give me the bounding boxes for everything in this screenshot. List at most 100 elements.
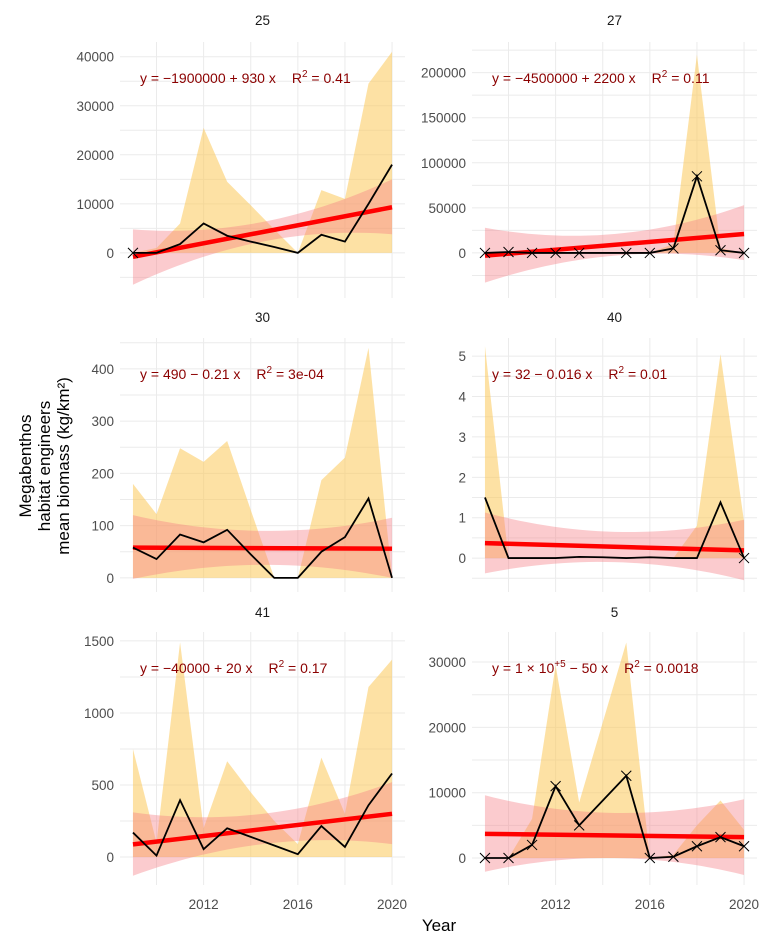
y-tick-label: 0 xyxy=(458,246,466,261)
y-tick-label: 300 xyxy=(91,414,114,429)
r2-value: = 0.0018 xyxy=(640,660,699,676)
y-axis-title-line-1: Megabenthos xyxy=(16,414,35,517)
equation-text: y = −1900000 + 930 x xyxy=(140,70,276,86)
x-tick-label: 2020 xyxy=(729,897,759,912)
data-point-marker xyxy=(691,170,703,182)
data-point-marker xyxy=(620,770,632,782)
y-tick-label: 40000 xyxy=(76,50,114,65)
y-tick-label: 0 xyxy=(106,850,114,865)
panel-title: 40 xyxy=(607,310,622,325)
equation-exponent: +5 xyxy=(554,659,566,670)
data-point-marker xyxy=(479,852,491,864)
r2-label: R xyxy=(256,366,266,382)
y-axis-title-line-3: mean biomass (kg/km²) xyxy=(54,377,73,555)
r2-value: = 3e-04 xyxy=(272,366,324,382)
sd-ribbon xyxy=(132,51,393,253)
data-point-marker xyxy=(738,840,750,852)
y-tick-label: 4 xyxy=(458,390,466,405)
sd-ribbon xyxy=(484,346,745,559)
r2-value: = 0.41 xyxy=(308,70,351,86)
data-point-marker xyxy=(668,243,679,254)
y-tick-label: 200000 xyxy=(421,66,466,81)
r2-label: R xyxy=(624,660,634,676)
y-tick-label: 20000 xyxy=(76,148,114,163)
mean-line xyxy=(484,497,745,559)
y-tick-label: 30000 xyxy=(428,655,466,670)
y-tick-label: 200 xyxy=(91,466,114,481)
r2-superscript: 2 xyxy=(634,659,640,670)
data-point-marker xyxy=(715,244,726,256)
y-tick-label: 30000 xyxy=(76,99,114,114)
x-tick-label: 2016 xyxy=(283,897,313,912)
y-tick-label: 10000 xyxy=(428,786,466,801)
sd-ribbon xyxy=(484,54,745,253)
x-tick-label: 2012 xyxy=(541,897,571,912)
y-tick-label: 2 xyxy=(458,470,466,485)
fit-line xyxy=(132,811,393,847)
panel-title: 27 xyxy=(607,13,622,28)
regression-equation: y = 490 − 0.21 x R2 = 3e-04 xyxy=(140,365,324,382)
regression-equation: y = 1 × 10+5 − 50 x R2 = 0.0018 xyxy=(492,659,699,676)
equation-text: y = −40000 + 20 x xyxy=(140,660,252,676)
y-tick-label: 0 xyxy=(106,246,114,261)
data-point-marker xyxy=(738,247,750,259)
sd-ribbon xyxy=(132,347,393,578)
y-tick-label: 0 xyxy=(458,851,466,866)
panel-title: 25 xyxy=(255,13,270,28)
y-tick-label: 100000 xyxy=(421,156,466,171)
data-point-marker xyxy=(691,840,703,852)
y-tick-label: 5 xyxy=(458,349,466,364)
data-point-marker xyxy=(738,552,750,564)
panel-27: 27 0 50000 100000 150000 200000 y = −4500000 +… xyxy=(421,13,757,298)
r2-superscript: 2 xyxy=(267,365,273,376)
data-point-marker xyxy=(526,247,538,259)
y-tick-label: 20000 xyxy=(428,720,466,735)
regression-equation: y = −4500000 + 2200 x R2 = 0.11 xyxy=(492,69,710,86)
equation-text: y = 32 − 0.016 x xyxy=(492,366,592,382)
y-tick-label: 0 xyxy=(458,551,466,566)
data-point-marker xyxy=(526,839,538,851)
fit-line xyxy=(132,205,393,260)
data-point-marker xyxy=(644,247,656,259)
r2-superscript: 2 xyxy=(662,69,668,80)
r2-value: = 0.17 xyxy=(284,660,327,676)
panel-41: 41 0 500 1000 1500 2012 2016 2020 y = −40000 + 2… xyxy=(84,605,407,912)
x-tick-label: 2012 xyxy=(189,897,219,912)
regression-equation: y = −1900000 + 930 x R2 = 0.41 xyxy=(140,69,351,86)
panel-title: 41 xyxy=(255,605,270,620)
data-point-marker xyxy=(715,831,726,843)
data-point-marker xyxy=(620,247,632,259)
regression-equation: y = 32 − 0.016 x R2 = 0.01 xyxy=(492,365,668,382)
y-tick-label: 150000 xyxy=(421,111,466,126)
r2-superscript: 2 xyxy=(279,659,285,670)
sd-ribbon xyxy=(132,642,393,858)
fit-line xyxy=(484,831,745,840)
equation-text: − 50 x xyxy=(566,660,608,676)
data-point-marker xyxy=(503,246,514,258)
r2-superscript: 2 xyxy=(619,365,625,376)
data-point-marker xyxy=(573,247,585,259)
y-axis-title: Megabenthos habitat engineers mean bioma… xyxy=(16,377,73,555)
r2-label: R xyxy=(652,70,662,86)
r2-label: R xyxy=(292,70,302,86)
x-tick-label: 2020 xyxy=(377,897,407,912)
r2-value: = 0.01 xyxy=(624,366,667,382)
y-tick-label: 100 xyxy=(91,519,114,534)
equation-text: y = −4500000 + 2200 x xyxy=(492,70,636,86)
x-tick-label: 2016 xyxy=(635,897,665,912)
r2-label: R xyxy=(268,660,278,676)
data-point-marker xyxy=(503,852,514,864)
y-tick-label: 50000 xyxy=(428,201,466,216)
equation-text: y = 490 − 0.21 x xyxy=(140,366,240,382)
x-axis-title: Year xyxy=(422,916,457,935)
y-tick-label: 1 xyxy=(458,511,466,526)
sd-ribbon xyxy=(484,642,745,859)
panel-5: 5 0 10000 20000 30000 2012 2016 2020 y = 1 × 10+… xyxy=(428,605,759,912)
mean-line xyxy=(132,772,393,858)
y-tick-label: 1000 xyxy=(84,706,114,721)
y-tick-label: 500 xyxy=(91,778,114,793)
data-point-marker xyxy=(127,247,139,259)
